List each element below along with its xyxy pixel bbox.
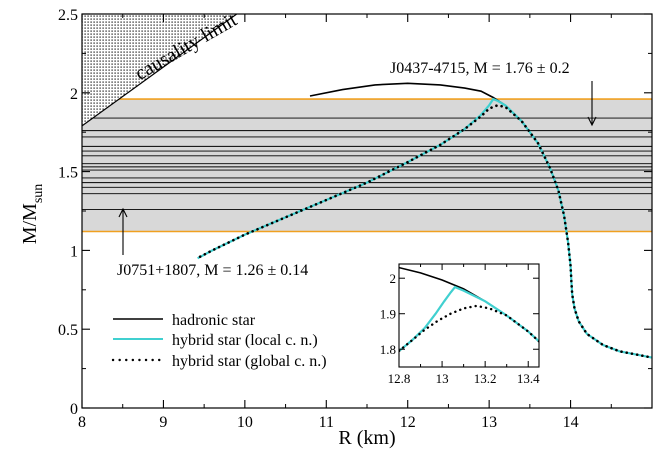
inset-x-tick-label: 13 <box>436 371 449 386</box>
y-tick-label: 1.5 <box>58 165 78 182</box>
y-tick-label: 2.5 <box>58 7 78 24</box>
x-tick-label: 9 <box>159 414 167 431</box>
y-axis-label: M/Msun <box>19 184 46 245</box>
x-tick-label: 12 <box>400 414 416 431</box>
y-tick-label: 0.5 <box>58 322 78 339</box>
legend-label-hadronic: hadronic star <box>172 312 256 329</box>
x-axis-label: R (km) <box>338 427 395 449</box>
legend: hadronic star hybrid star (local c. n.) … <box>111 312 327 370</box>
legend-label-hybrid-local: hybrid star (local c. n.) <box>172 332 318 349</box>
inset-hybrid-star-global-c-n-curve <box>399 304 539 353</box>
x-tick-label: 11 <box>319 414 334 431</box>
observation-band <box>82 99 652 232</box>
main-hybrid-star-global-c-n-curve <box>198 104 652 359</box>
y-tick-label: 1 <box>70 243 78 260</box>
causality-limit-line <box>82 14 238 127</box>
inset-plot-frame <box>398 263 540 368</box>
x-tick-label: 8 <box>78 414 86 431</box>
upper-observation-label: J0437-4715, M = 1.76 ± 0.2 <box>390 60 570 77</box>
inset-x-tick-label: 12.8 <box>388 371 411 386</box>
legend-label-hybrid-global: hybrid star (global c. n.) <box>172 353 327 370</box>
x-tick-label: 10 <box>237 414 253 431</box>
x-tick-label: 13 <box>481 414 497 431</box>
y-axis-label-main: M/M <box>19 203 41 244</box>
y-tick-label: 2 <box>70 86 78 103</box>
x-tick-label: 14 <box>563 414 579 431</box>
inset-x-tick-label: 13.2 <box>474 371 497 386</box>
upper-observation-arrowhead <box>587 116 597 127</box>
lower-observation-label: J0751+1807, M = 1.26 ± 0.14 <box>117 262 308 279</box>
lower-observation-arrowhead <box>118 207 128 218</box>
inset-x-tick-label: 13.4 <box>517 371 540 386</box>
inset-y-tick-label: 1.9 <box>380 307 396 322</box>
inset-y-tick-label: 1.8 <box>380 342 396 357</box>
y-tick-label: 0 <box>70 401 78 418</box>
inset-background <box>399 264 539 367</box>
inset-y-tick-label: 2 <box>390 271 397 286</box>
y-axis-label-subscript: sun <box>31 184 46 203</box>
